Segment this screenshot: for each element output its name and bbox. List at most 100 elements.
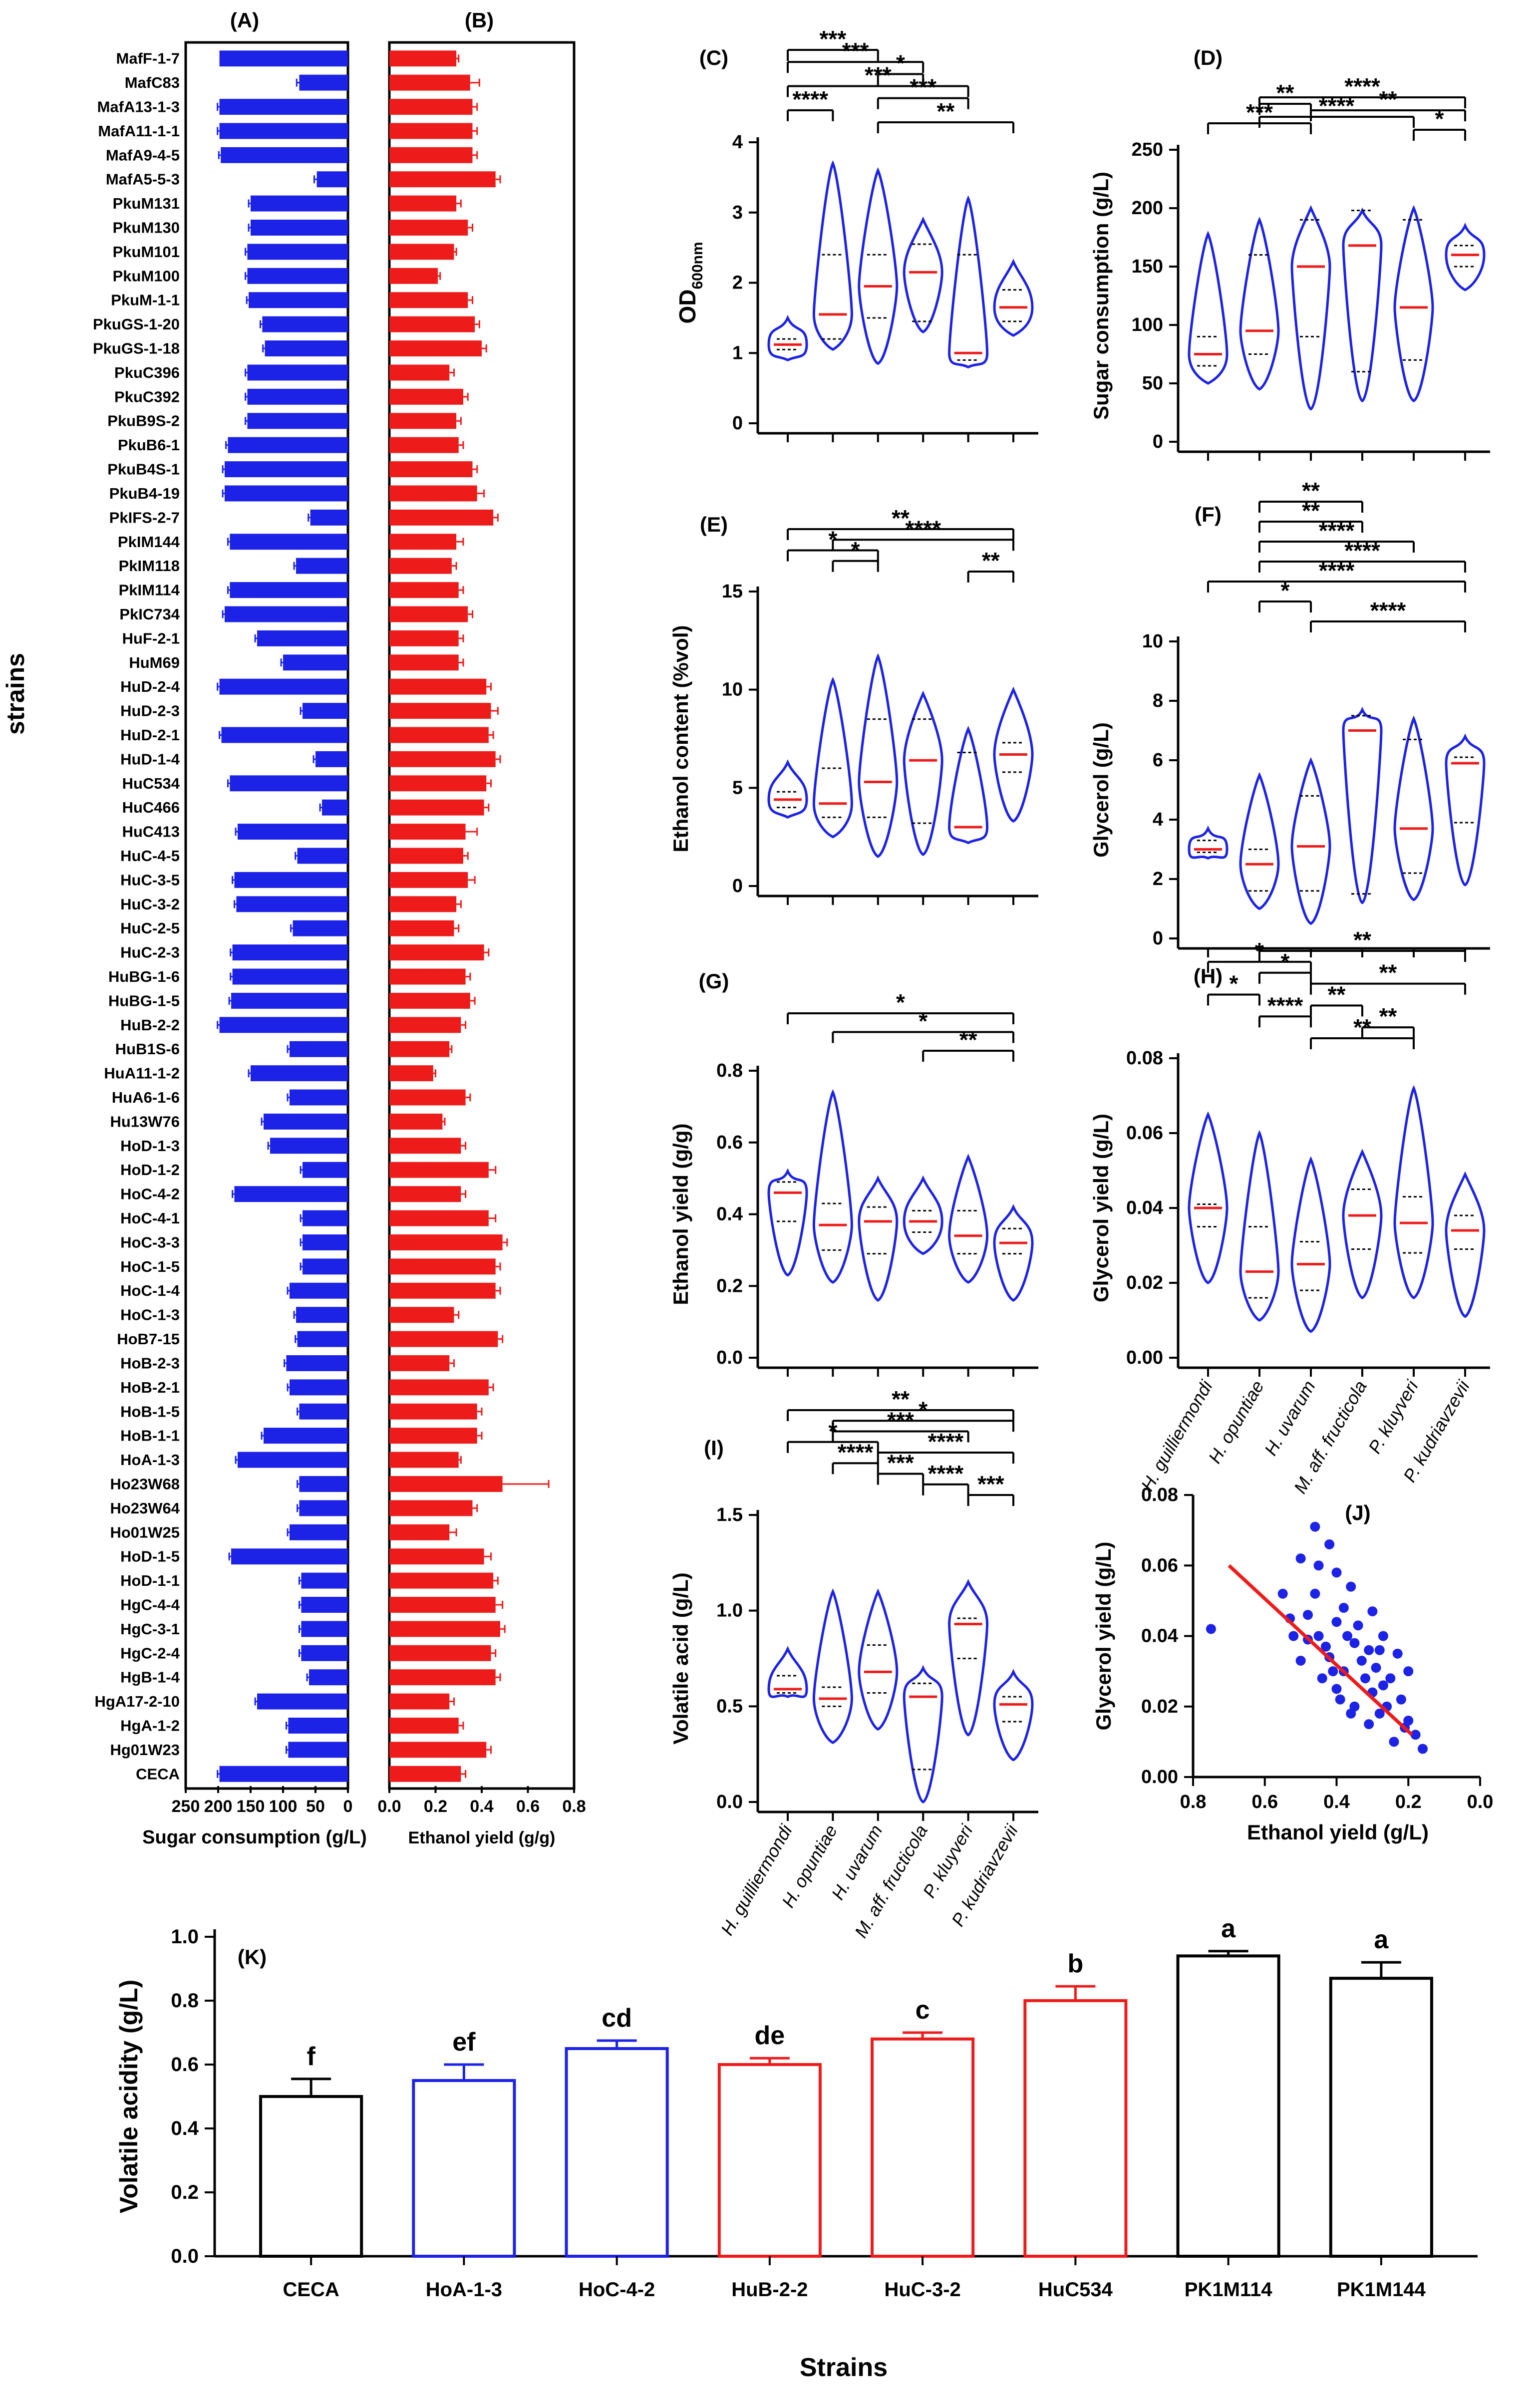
strain-label: Ho23W64 — [110, 1499, 180, 1517]
strain-label: HuD-1-4 — [120, 750, 180, 768]
significance-label: * — [828, 1418, 837, 1444]
axis-title-x-k: Strains — [800, 2353, 888, 2382]
significance-label: ** — [1379, 1003, 1397, 1029]
axis-title-y: Glycerol yield (g/L) — [1089, 1114, 1113, 1302]
bar-ethanol — [389, 1621, 500, 1637]
bar-sugar — [251, 220, 348, 236]
significance-bracket: ** — [1258, 927, 1466, 962]
bar-sugar — [221, 147, 348, 163]
scatter-point — [1313, 1560, 1324, 1571]
bar-sugar — [293, 920, 348, 936]
axis-title-y: Ethanol content (%vol) — [669, 625, 692, 853]
tick-label: 0.5 — [716, 1696, 743, 1717]
tick-label: 0 — [732, 413, 743, 434]
bar-sugar — [301, 1597, 348, 1613]
significance-label: ** — [892, 505, 910, 531]
bar-sugar — [301, 1572, 348, 1589]
bar-ethanol — [389, 582, 459, 598]
significance-bracket: ** — [1310, 981, 1363, 1017]
bar-ethanol — [389, 316, 475, 332]
bar-ethanol — [389, 606, 468, 622]
axis-title-y: Glycerol (g/L) — [1089, 722, 1113, 858]
significance-label: * — [828, 527, 837, 553]
bar-sugar — [310, 509, 348, 526]
bar-ethanol — [389, 872, 468, 888]
strain-label: HoA-1-3 — [120, 1451, 180, 1469]
bar-ethanol — [389, 944, 484, 961]
strain-label: HoC-1-3 — [120, 1306, 180, 1324]
violin-shape — [1239, 217, 1280, 391]
tick-label: 0.6 — [171, 2054, 199, 2076]
tick-label: 1.0 — [171, 1926, 199, 1948]
violin-shape — [1445, 733, 1486, 887]
tick-label: 6 — [1153, 750, 1163, 771]
tick-label: 200 — [1132, 198, 1163, 219]
species-label: H. guilliermondi — [716, 1821, 796, 1939]
bar-ethanol — [389, 1113, 443, 1130]
bar-sugar — [251, 1065, 348, 1082]
significance-bracket: * — [877, 50, 924, 85]
tick-label: 0.4 — [1323, 1792, 1350, 1812]
species-label: H. guilliermondi — [1137, 1377, 1217, 1495]
bar-sugar — [232, 968, 348, 985]
bar-ethanol — [389, 1742, 487, 1758]
bar-sugar — [290, 1089, 348, 1106]
tick-label: 0.2 — [716, 1275, 743, 1296]
significance-label: ** — [959, 1027, 977, 1053]
bar-sugar — [238, 1452, 348, 1468]
violin-shape — [993, 259, 1034, 337]
tick-label: 0.02 — [1141, 1696, 1178, 1717]
tick-label: 0.6 — [516, 1797, 540, 1816]
scatter-point — [1374, 1645, 1385, 1655]
category-label: PK1M114 — [1185, 2279, 1272, 2301]
significance-letter: f — [307, 2042, 315, 2071]
scatter-point — [1418, 1744, 1428, 1754]
bar-sugar — [231, 1548, 348, 1565]
tick-label: 1.0 — [716, 1600, 743, 1621]
bar-ethanol — [389, 509, 494, 526]
significance-bracket: **** — [1258, 518, 1415, 553]
strain-label: PkuM131 — [113, 195, 180, 212]
bar-sugar — [303, 1234, 348, 1250]
species-label: P. kluyveri — [1364, 1377, 1423, 1457]
bar-sugar — [309, 1669, 348, 1686]
strain-label: PkIM118 — [119, 557, 180, 575]
tick-label: 150 — [237, 1797, 265, 1816]
bar-ethanol — [389, 992, 470, 1009]
significance-label: *** — [977, 1471, 1004, 1497]
strain-label: PkuM100 — [113, 267, 180, 285]
violin-shape — [1290, 1156, 1331, 1333]
tick-label: 0.4 — [171, 2117, 199, 2139]
strain-label: PkuB9S-2 — [107, 412, 180, 430]
tick-label: 0.04 — [1126, 1197, 1163, 1218]
significance-bracket: *** — [787, 38, 924, 73]
bar-sugar — [219, 1017, 348, 1033]
strain-label: HoD-1-1 — [120, 1572, 180, 1589]
category-label: CECA — [283, 2279, 339, 2301]
axis-title-y-k: Volatile acidity (g/L) — [115, 1980, 143, 2214]
bar-ethanol — [389, 1186, 461, 1202]
violin-shape — [903, 690, 943, 856]
significance-label: **** — [928, 1429, 964, 1455]
bar-ethanol — [389, 171, 496, 188]
bar-ethanol — [389, 751, 496, 767]
strain-label: HgA17-2-10 — [94, 1693, 180, 1710]
bar-ethanol — [389, 1331, 498, 1347]
bar-ethanol — [389, 654, 459, 671]
violin-shape — [767, 1168, 808, 1277]
tick-label: 250 — [1132, 139, 1163, 160]
bar-ethanol — [389, 1524, 450, 1540]
violin-shape — [1342, 1149, 1383, 1299]
category-label: HuB-2-2 — [731, 2279, 808, 2301]
panel-a-frame — [184, 41, 349, 1790]
violin-shape — [858, 1588, 899, 1731]
violin-shape — [812, 676, 853, 839]
bar-ethanol — [389, 123, 473, 139]
tick-label: 0.2 — [424, 1797, 447, 1816]
bar-sugar — [247, 364, 348, 381]
significance-label: **** — [928, 1461, 964, 1487]
scatter-point — [1367, 1606, 1378, 1617]
violin-shape — [948, 195, 989, 369]
bar-ethanol — [389, 1210, 489, 1226]
bar-ethanol — [389, 461, 473, 478]
